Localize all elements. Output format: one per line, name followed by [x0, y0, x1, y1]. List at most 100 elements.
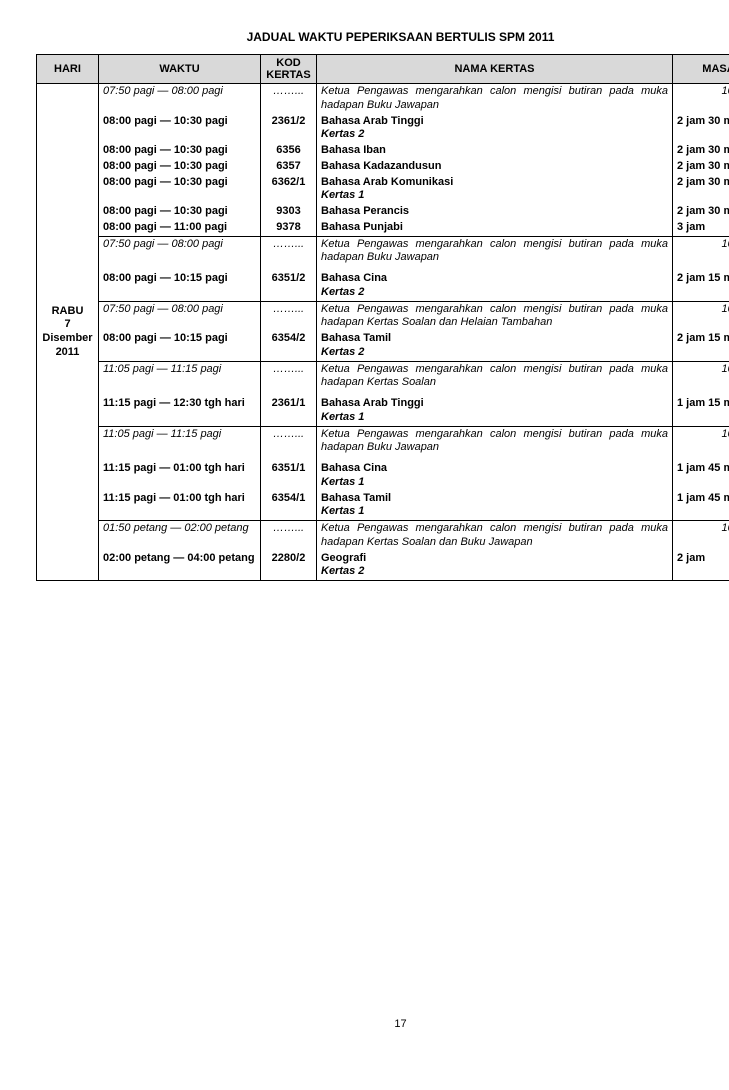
nama-sub: Kertas 2 [321, 346, 668, 360]
cell-waktu: 08:00 pagi — 10:15 pagi [99, 266, 261, 301]
nama-text: Bahasa Tamil [321, 332, 668, 346]
cell-waktu: 02:00 petang — 04:00 petang [99, 551, 261, 581]
cell-nama: GeografiKertas 2 [317, 551, 673, 581]
cell-waktu: 11:05 pagi — 11:15 pagi [99, 426, 261, 456]
nama-sub: Kertas 1 [321, 189, 668, 203]
day-label-line: 7 [41, 318, 94, 332]
cell-nama: Bahasa TamilKertas 2 [317, 331, 673, 361]
cell-nama: Bahasa Kadazandusun [317, 159, 673, 175]
cell-masa: 10 minit [673, 301, 729, 331]
nama-text: Bahasa Tamil [321, 492, 668, 506]
cell-masa: 3 jam [673, 220, 729, 236]
table-row: 08:00 pagi — 10:30 pagi2361/2 Bahasa Arab… [37, 114, 729, 144]
cell-kod: 6356 [261, 143, 317, 159]
cell-waktu: 01:50 petang — 02:00 petang [99, 521, 261, 551]
cell-masa: 1 jam 15 minit [673, 391, 729, 426]
cell-masa: 10 minit [673, 521, 729, 551]
cell-waktu: 07:50 pagi — 08:00 pagi [99, 236, 261, 266]
header-kod: KOD KERTAS [261, 55, 317, 84]
table-header-row: HARI WAKTU KOD KERTAS NAMA KERTAS MASA [37, 55, 729, 84]
cell-nama: Ketua Pengawas mengarahkan calon mengisi… [317, 361, 673, 391]
cell-nama: Bahasa CinaKertas 2 [317, 266, 673, 301]
table-row: 07:50 pagi — 08:00 pagi……...Ketua Pengaw… [37, 301, 729, 331]
cell-kod: 6351/1 [261, 456, 317, 491]
table-row: 08:00 pagi — 10:15 pagi6354/2Bahasa Tami… [37, 331, 729, 361]
cell-masa: 2 jam 30 minit [673, 204, 729, 220]
nama-sub: Kertas 1 [321, 411, 668, 425]
cell-masa: 2 jam 15 minit [673, 266, 729, 301]
table-row: 08:00 pagi — 10:30 pagi6357Bahasa Kadaza… [37, 159, 729, 175]
cell-kod: 6351/2 [261, 266, 317, 301]
table-row: 11:15 pagi — 12:30 tgh hari2361/1Bahasa … [37, 391, 729, 426]
table-body: RABU7Disember201107:50 pagi — 08:00 pagi… [37, 84, 729, 581]
cell-nama: Ketua Pengawas mengarahkan calon mengisi… [317, 521, 673, 551]
header-nama: NAMA KERTAS [317, 55, 673, 84]
cell-nama: Ketua Pengawas mengarahkan calon mengisi… [317, 426, 673, 456]
day-label-line: Disember [41, 332, 94, 346]
table-row: 11:15 pagi — 01:00 tgh hari6354/1Bahasa … [37, 491, 729, 521]
table-row: 07:50 pagi — 08:00 pagi……...Ketua Pengaw… [37, 236, 729, 266]
cell-masa: 1 jam 45 minit [673, 491, 729, 521]
cell-waktu: 08:00 pagi — 10:30 pagi [99, 175, 261, 205]
nama-text: Bahasa Iban [321, 144, 668, 158]
cell-kod: 2361/2 [261, 114, 317, 144]
table-row: 11:05 pagi — 11:15 pagi……...Ketua Pengaw… [37, 361, 729, 391]
nama-text: Bahasa Arab Tinggi [321, 397, 668, 411]
day-label-line: RABU [41, 305, 94, 319]
cell-nama: Bahasa CinaKertas 1 [317, 456, 673, 491]
cell-masa: 10 minit [673, 361, 729, 391]
cell-masa: 2 jam 30 minit [673, 143, 729, 159]
cell-kod: 9378 [261, 220, 317, 236]
cell-kod: 6354/2 [261, 331, 317, 361]
cell-kod: ……... [261, 426, 317, 456]
cell-kod: 9303 [261, 204, 317, 220]
nama-text: Geografi [321, 552, 668, 566]
cell-kod: ……... [261, 301, 317, 331]
nama-text: Ketua Pengawas mengarahkan calon mengisi… [321, 85, 668, 113]
cell-nama: Bahasa Iban [317, 143, 673, 159]
timetable: HARI WAKTU KOD KERTAS NAMA KERTAS MASA R… [36, 54, 729, 581]
table-row: 08:00 pagi — 10:15 pagi6351/2Bahasa Cina… [37, 266, 729, 301]
nama-text: Ketua Pengawas mengarahkan calon mengisi… [321, 428, 668, 456]
table-row: 11:15 pagi — 01:00 tgh hari6351/1Bahasa … [37, 456, 729, 491]
nama-text: Bahasa Punjabi [321, 221, 668, 235]
nama-text: Bahasa Kadazandusun [321, 160, 668, 174]
cell-nama: Bahasa Perancis [317, 204, 673, 220]
table-row: 08:00 pagi — 10:30 pagi9303 Bahasa Peranc… [37, 204, 729, 220]
cell-masa: 2 jam 30 minit [673, 159, 729, 175]
cell-waktu: 07:50 pagi — 08:00 pagi [99, 84, 261, 114]
cell-kod: 6362/1 [261, 175, 317, 205]
nama-sub: Kertas 2 [321, 128, 668, 142]
cell-kod: ……... [261, 84, 317, 114]
table-row: 01:50 petang — 02:00 petang……...Ketua Pe… [37, 521, 729, 551]
page-number: 17 [36, 1018, 729, 1030]
header-masa: MASA [673, 55, 729, 84]
cell-masa: 10 minit [673, 84, 729, 114]
day-cell: RABU7Disember2011 [37, 84, 99, 581]
cell-waktu: 08:00 pagi — 10:30 pagi [99, 159, 261, 175]
cell-nama: Bahasa Arab KomunikasiKertas 1 [317, 175, 673, 205]
nama-text: Bahasa Cina [321, 462, 668, 476]
cell-masa: 2 jam 30 minit [673, 175, 729, 205]
nama-text: Bahasa Arab Tinggi [321, 115, 668, 129]
cell-waktu: 08:00 pagi — 10:30 pagi [99, 114, 261, 144]
nama-text: Bahasa Perancis [321, 205, 668, 219]
cell-waktu: 08:00 pagi — 10:30 pagi [99, 204, 261, 220]
cell-nama: Ketua Pengawas mengarahkan calon mengisi… [317, 301, 673, 331]
cell-masa: 2 jam 15 minit [673, 331, 729, 361]
cell-kod: ……... [261, 236, 317, 266]
nama-sub: Kertas 1 [321, 476, 668, 490]
cell-masa: 10 minit [673, 426, 729, 456]
nama-text: Ketua Pengawas mengarahkan calon mengisi… [321, 238, 668, 266]
table-row: 08:00 pagi — 11:00 pagi9378 Bahasa Punjab… [37, 220, 729, 236]
cell-kod: 6354/1 [261, 491, 317, 521]
table-row: 08:00 pagi — 10:30 pagi6356Bahasa Iban2 … [37, 143, 729, 159]
cell-waktu: 08:00 pagi — 11:00 pagi [99, 220, 261, 236]
nama-sub: Kertas 2 [321, 286, 668, 300]
cell-waktu: 11:15 pagi — 01:00 tgh hari [99, 491, 261, 521]
cell-nama: Bahasa TamilKertas 1 [317, 491, 673, 521]
header-waktu: WAKTU [99, 55, 261, 84]
nama-text: Bahasa Arab Komunikasi [321, 176, 668, 190]
nama-text: Ketua Pengawas mengarahkan calon mengisi… [321, 363, 668, 391]
header-hari: HARI [37, 55, 99, 84]
